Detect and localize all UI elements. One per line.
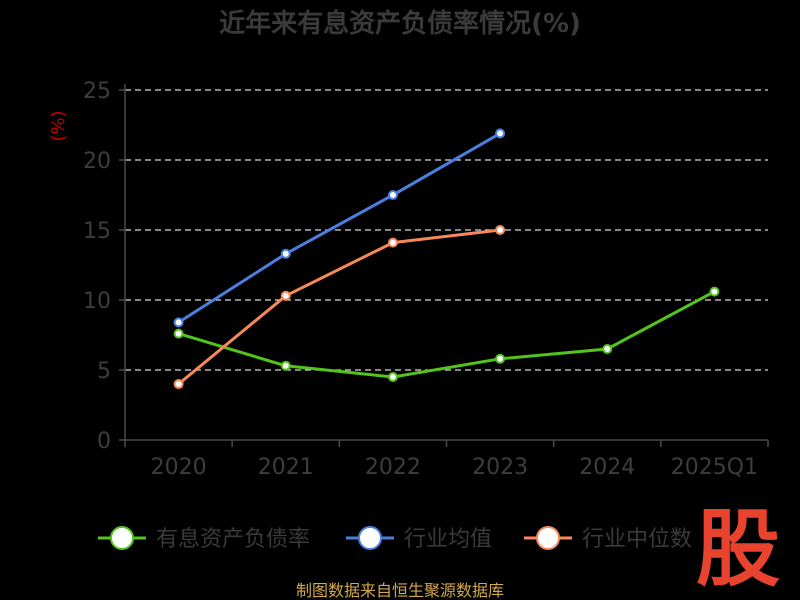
data-point	[387, 372, 398, 382]
x-tick-label: 2022	[365, 455, 421, 480]
data-point	[495, 128, 506, 139]
y-tick-label: 5	[97, 359, 111, 384]
legend: 有息资产负债率 行业均值 行业中位数	[98, 526, 692, 552]
legend-item: 行业中位数	[524, 526, 692, 552]
data-point	[709, 286, 720, 297]
series-line	[178, 290, 716, 379]
data-point	[602, 344, 613, 354]
axes: 0 5 10 15 20 25 2020 2021 2022 2023 2024 2025Q1	[83, 79, 769, 480]
y-tick-label: 20	[83, 149, 111, 174]
series-1	[173, 286, 720, 382]
series-3	[173, 225, 506, 389]
data-point	[387, 190, 398, 200]
grid	[125, 89, 768, 371]
x-tick-label: 2023	[472, 455, 528, 480]
legend-marker	[358, 526, 382, 550]
data-point	[495, 353, 506, 364]
y-tick-label: 25	[83, 79, 111, 104]
data-point	[495, 225, 506, 235]
series-line	[177, 228, 501, 386]
legend-label: 行业中位数	[582, 527, 692, 552]
legend-item: 有息资产负债率	[98, 526, 310, 552]
y-tick-label: 0	[97, 429, 111, 454]
legend-label: 行业均值	[404, 527, 492, 552]
legend-marker	[110, 526, 134, 550]
y-tick-label: 10	[83, 289, 111, 314]
x-tick-label: 2021	[258, 455, 314, 480]
data-point	[280, 290, 291, 301]
legend-label: 有息资产负债率	[156, 527, 310, 552]
series	[173, 128, 720, 389]
data-point	[280, 248, 291, 259]
source-note: 制图数据来自恒生聚源数据库	[296, 581, 504, 600]
x-tick-label: 2025Q1	[671, 455, 758, 480]
legend-marker	[536, 526, 560, 550]
watermark-logo: 股	[696, 500, 780, 598]
series-2	[173, 128, 506, 328]
y-tick-label: 15	[83, 219, 111, 244]
data-point	[173, 317, 184, 328]
data-point	[280, 360, 291, 371]
x-tick-label: 2024	[579, 455, 635, 480]
chart-title: 近年来有息资产负债率情况(%)	[219, 8, 581, 39]
data-point	[173, 379, 184, 389]
data-point	[173, 328, 184, 339]
x-tick-label: 2020	[151, 455, 207, 480]
legend-item: 行业均值	[346, 526, 492, 552]
data-point	[387, 237, 398, 248]
series-line	[177, 132, 501, 324]
y-axis-label: (%)	[48, 110, 69, 141]
